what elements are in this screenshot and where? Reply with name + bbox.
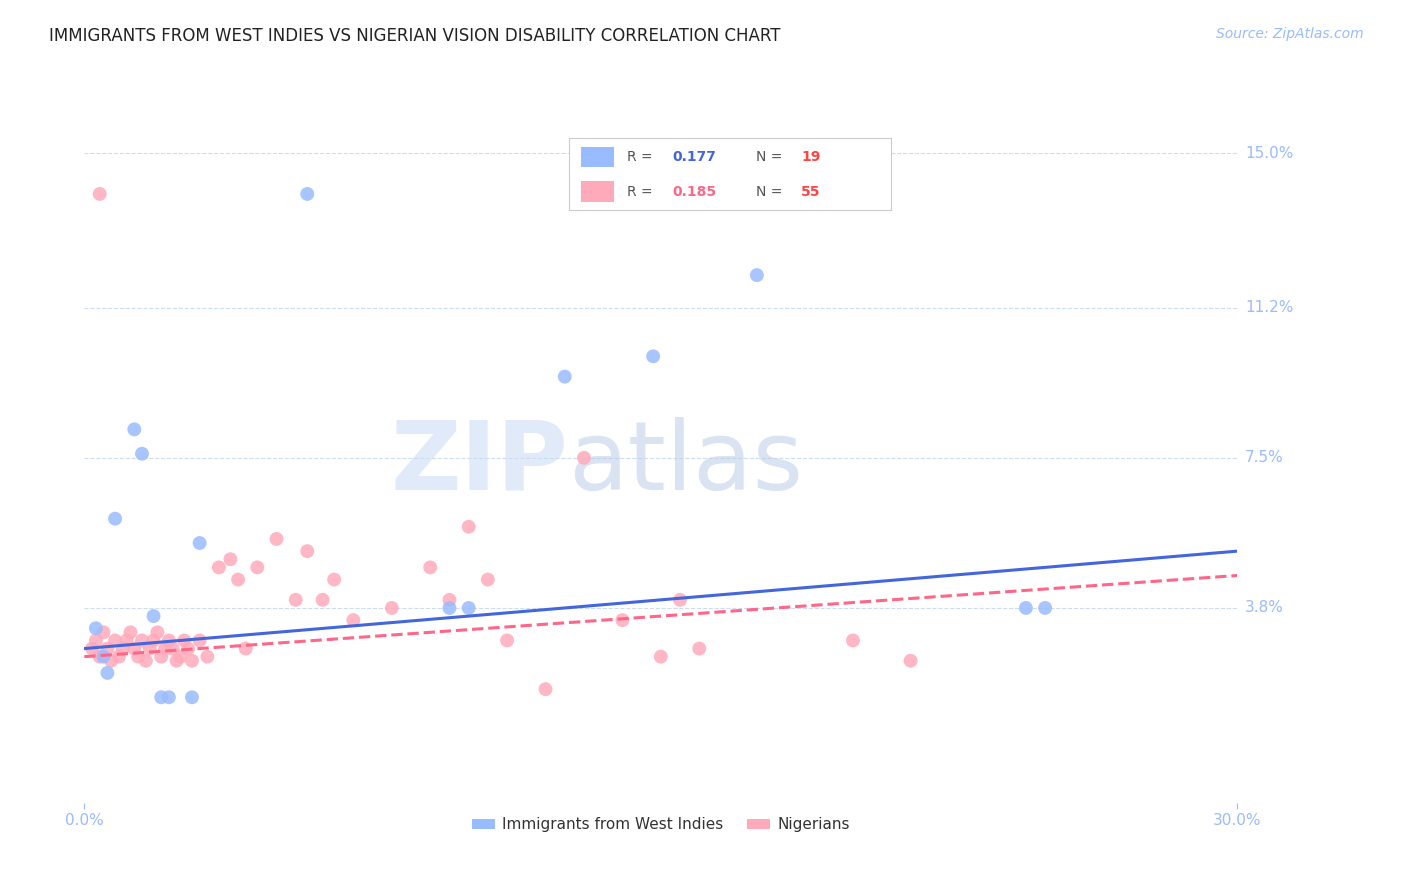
Point: [93, 649, 115, 664]
Point: [842, 633, 865, 648]
Point: [89, 186, 111, 201]
Point: [96, 641, 118, 656]
Point: [297, 544, 319, 558]
Point: [96, 665, 118, 680]
Point: [162, 641, 184, 656]
Text: IMMIGRANTS FROM WEST INDIES VS NIGERIAN VISION DISABILITY CORRELATION CHART: IMMIGRANTS FROM WEST INDIES VS NIGERIAN …: [49, 27, 780, 45]
Point: [93, 625, 115, 640]
Point: [457, 520, 479, 534]
Point: [120, 625, 142, 640]
Text: ZIP: ZIP: [391, 417, 568, 509]
Point: [496, 633, 519, 648]
Point: [104, 633, 127, 648]
Point: [157, 690, 180, 705]
Point: [124, 422, 146, 436]
Point: [100, 654, 122, 668]
Point: [745, 268, 768, 282]
Point: [235, 641, 257, 656]
Point: [127, 649, 149, 664]
Point: [181, 654, 204, 668]
Point: [439, 592, 461, 607]
Point: [108, 649, 131, 664]
Point: [323, 573, 346, 587]
Point: [153, 641, 176, 656]
Point: [457, 601, 479, 615]
Text: 15.0%: 15.0%: [1244, 146, 1294, 161]
Point: [688, 641, 710, 656]
Point: [142, 633, 165, 648]
Point: [181, 690, 204, 705]
Point: [111, 641, 134, 656]
Point: [612, 613, 634, 627]
Point: [80, 641, 103, 656]
Point: [572, 450, 595, 465]
Point: [208, 560, 231, 574]
Point: [669, 592, 692, 607]
Text: 3.8%: 3.8%: [1244, 600, 1284, 615]
Point: [246, 560, 269, 574]
Point: [131, 633, 153, 648]
Point: [266, 532, 288, 546]
Point: [419, 560, 441, 574]
Point: [342, 613, 364, 627]
Point: [142, 609, 165, 624]
Point: [297, 186, 319, 201]
Text: atlas: atlas: [568, 417, 804, 509]
Point: [131, 447, 153, 461]
Point: [477, 573, 499, 587]
Point: [554, 369, 576, 384]
Text: 7.5%: 7.5%: [1244, 450, 1284, 466]
Text: Source: ZipAtlas.com: Source: ZipAtlas.com: [1216, 27, 1364, 41]
Point: [157, 633, 180, 648]
Point: [173, 633, 195, 648]
Text: 11.2%: 11.2%: [1244, 300, 1294, 315]
Point: [311, 592, 333, 607]
Point: [219, 552, 242, 566]
Point: [284, 592, 307, 607]
Point: [1033, 601, 1056, 615]
Point: [900, 654, 922, 668]
Point: [643, 349, 665, 363]
Point: [195, 649, 218, 664]
Point: [1015, 601, 1038, 615]
Point: [150, 690, 173, 705]
Point: [104, 511, 127, 525]
Point: [439, 601, 461, 615]
Point: [188, 536, 211, 550]
Point: [135, 654, 157, 668]
Legend: Immigrants from West Indies, Nigerians: Immigrants from West Indies, Nigerians: [465, 812, 856, 838]
Point: [188, 633, 211, 648]
Point: [84, 621, 107, 635]
Point: [146, 625, 169, 640]
Point: [650, 649, 672, 664]
Point: [84, 633, 107, 648]
Point: [138, 641, 160, 656]
Point: [534, 682, 557, 697]
Point: [177, 641, 200, 656]
Point: [169, 649, 191, 664]
Point: [166, 654, 188, 668]
Point: [124, 641, 146, 656]
Point: [89, 649, 111, 664]
Point: [115, 633, 138, 648]
Point: [381, 601, 404, 615]
Point: [226, 573, 249, 587]
Point: [150, 649, 173, 664]
